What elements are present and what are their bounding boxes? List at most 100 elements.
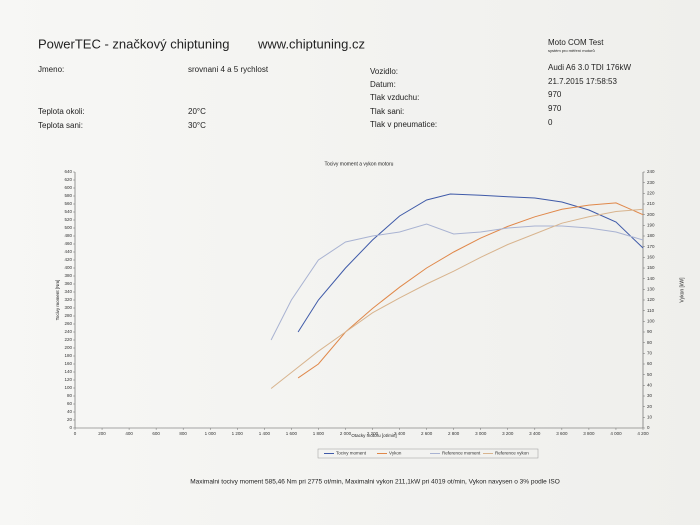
x-tick-label: 2 800 <box>448 431 460 436</box>
y-tick-label: 540 <box>64 209 72 214</box>
y2-tick-label: 30 <box>647 393 653 398</box>
field-label: Vozidlo: <box>370 67 398 76</box>
field-label: Tlak sani: <box>370 107 404 116</box>
x-tick-label: 1 200 <box>232 431 244 436</box>
x-tick-label: 2 200 <box>367 431 379 436</box>
x-tick-label: 2 600 <box>421 431 433 436</box>
y2-tick-label: 130 <box>647 287 655 292</box>
y2-tick-label: 70 <box>647 351 653 356</box>
y2-tick-label: 50 <box>647 372 653 377</box>
field-label: Datum: <box>370 80 396 89</box>
x-tick-label: 0 <box>74 431 77 436</box>
series-line <box>297 193 644 333</box>
y-tick-label: 120 <box>64 377 72 382</box>
x-axis-title: Otacky motoru [ot/min] <box>351 433 396 438</box>
y-tick-label: 560 <box>64 201 72 206</box>
y-axis-title: Tocivy moment [Nm] <box>55 280 60 321</box>
y2-tick-label: 100 <box>647 319 655 324</box>
legend-label: Tocivy moment <box>336 451 367 456</box>
legend-label: Vykon <box>389 451 402 456</box>
y2-tick-label: 230 <box>647 180 655 185</box>
y-tick-label: 220 <box>64 337 72 342</box>
system: Moto COM Test <box>548 38 604 47</box>
field-value: 970 <box>548 104 562 113</box>
y2-tick-label: 10 <box>647 415 653 420</box>
y2-tick-label: 60 <box>647 361 653 366</box>
x-tick-label: 3 800 <box>583 431 595 436</box>
y-tick-label: 80 <box>67 393 73 398</box>
y2-tick-label: 120 <box>647 297 655 302</box>
x-tick-label: 2 000 <box>340 431 352 436</box>
y2-tick-label: 200 <box>647 212 655 217</box>
y-tick-label: 380 <box>64 273 72 278</box>
y-tick-label: 0 <box>69 425 72 430</box>
y2-tick-label: 210 <box>647 201 655 206</box>
series-line <box>270 223 644 341</box>
y2-tick-label: 90 <box>647 329 653 334</box>
x-tick-label: 400 <box>125 431 133 436</box>
x-tick-label: 3 600 <box>556 431 568 436</box>
y2-tick-label: 170 <box>647 244 655 249</box>
y2-tick-label: 80 <box>647 340 653 345</box>
x-tick-label: 800 <box>179 431 187 436</box>
y-tick-label: 600 <box>64 185 72 190</box>
y-tick-label: 160 <box>64 361 72 366</box>
x-tick-label: 1 800 <box>313 431 325 436</box>
chart-title: Tocivy moment a vykon motoru <box>325 161 394 167</box>
y-tick-label: 400 <box>64 265 72 270</box>
x-tick-label: 2 400 <box>394 431 406 436</box>
x-tick-label: 4 200 <box>637 431 649 436</box>
series-line <box>270 208 644 389</box>
y2-tick-label: 190 <box>647 223 655 228</box>
y-tick-label: 500 <box>64 225 72 230</box>
y-tick-label: 100 <box>64 385 72 390</box>
legend-label: Reference vykon <box>495 451 529 456</box>
y-tick-label: 620 <box>64 177 72 182</box>
y-tick-label: 180 <box>64 353 72 358</box>
field-label: Tlak vzduchu: <box>370 93 419 102</box>
field-label: Teplota sani: <box>38 121 83 130</box>
y2-tick-label: 220 <box>647 191 655 196</box>
x-tick-label: 1 400 <box>259 431 271 436</box>
field-value: 970 <box>548 90 562 99</box>
field-label: Jmeno: <box>38 65 64 74</box>
y2-tick-label: 20 <box>647 404 653 409</box>
x-tick-label: 1 600 <box>286 431 298 436</box>
y2-axis-title: Vykon [kW] <box>679 277 685 303</box>
company-title: PowerTEC - značkový chiptuning <box>38 36 229 51</box>
field-value: 20°C <box>188 107 206 116</box>
y2-tick-label: 240 <box>647 169 655 174</box>
field-value: Audi A6 3.0 TDI 176kW <box>548 63 631 72</box>
y2-tick-label: 160 <box>647 255 655 260</box>
x-tick-label: 600 <box>152 431 160 436</box>
website: www.chiptuning.cz <box>257 36 365 51</box>
y-tick-label: 580 <box>64 193 72 198</box>
y-tick-label: 360 <box>64 281 72 286</box>
x-tick-label: 200 <box>98 431 106 436</box>
y2-tick-label: 180 <box>647 233 655 238</box>
x-tick-label: 3 200 <box>502 431 514 436</box>
y-tick-label: 300 <box>64 305 72 310</box>
field-label: Tlak v pneumatice: <box>370 120 437 129</box>
legend-label: Reference moment <box>442 451 481 456</box>
y2-tick-label: 40 <box>647 383 653 388</box>
y-tick-label: 20 <box>67 417 73 422</box>
y-tick-label: 320 <box>64 297 72 302</box>
y-tick-label: 460 <box>64 241 72 246</box>
field-value: 21.7.2015 17:58:53 <box>548 77 618 86</box>
system-subtitle: systém pro měření motorů <box>548 48 595 53</box>
x-tick-label: 1 000 <box>205 431 217 436</box>
y-tick-label: 280 <box>64 313 72 318</box>
y-tick-label: 640 <box>64 169 72 174</box>
y-tick-label: 340 <box>64 289 72 294</box>
x-tick-label: 3 400 <box>529 431 541 436</box>
legend-box <box>317 448 539 459</box>
y-tick-label: 480 <box>64 233 72 238</box>
y-tick-label: 240 <box>64 329 72 334</box>
field-value: srovnani 4 a 5 rychlost <box>188 65 269 74</box>
y-tick-label: 420 <box>64 257 72 262</box>
y-tick-label: 200 <box>64 345 72 350</box>
y2-tick-label: 110 <box>647 308 655 313</box>
